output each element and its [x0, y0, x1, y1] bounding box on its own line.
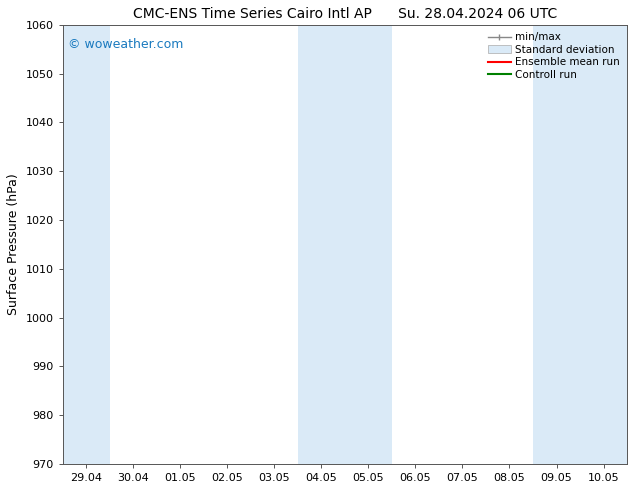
Y-axis label: Surface Pressure (hPa): Surface Pressure (hPa) [7, 173, 20, 316]
Legend: min/max, Standard deviation, Ensemble mean run, Controll run: min/max, Standard deviation, Ensemble me… [486, 30, 622, 82]
Bar [533, 25, 627, 464]
Bar [63, 25, 110, 464]
Bar [298, 25, 392, 464]
Title: CMC-ENS Time Series Cairo Intl AP      Su. 28.04.2024 06 UTC: CMC-ENS Time Series Cairo Intl AP Su. 28… [133, 7, 557, 21]
Text: © woweather.com: © woweather.com [68, 38, 184, 51]
